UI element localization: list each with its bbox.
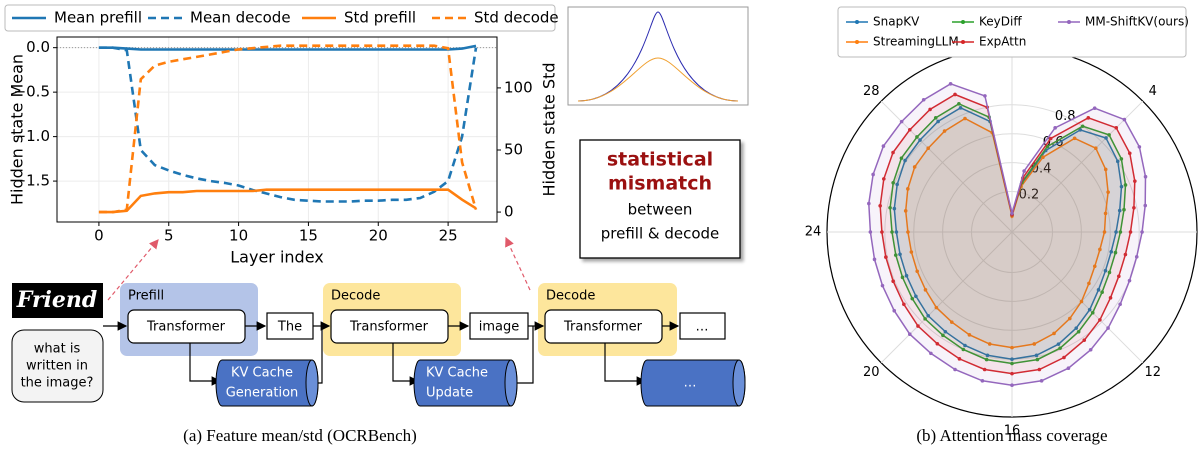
y2-tick-label: 100 xyxy=(504,78,533,96)
x-tick-label: 15 xyxy=(299,227,318,245)
pipeline: Friend what is written in the image? Pre… xyxy=(12,238,745,406)
legend-label: Std decode xyxy=(474,9,559,27)
point xyxy=(1089,348,1093,352)
figure: statistical mismatch between prefill & d… xyxy=(0,0,1198,450)
x-tick-label: 0 xyxy=(94,227,104,245)
cache-label: Update xyxy=(426,386,473,401)
point xyxy=(871,173,875,177)
legend-swatch xyxy=(961,20,965,24)
point xyxy=(869,230,873,234)
point xyxy=(949,82,953,86)
legend-swatch xyxy=(855,40,859,44)
theta-tick-label: 4 xyxy=(1149,84,1157,99)
point xyxy=(900,120,904,124)
point xyxy=(1143,204,1147,208)
caption: (a) Feature mean/std (OCRBench) xyxy=(183,426,417,445)
x-axis-label: Layer index xyxy=(230,248,323,267)
legend-swatch xyxy=(961,40,965,44)
series-area xyxy=(869,84,1146,385)
point xyxy=(1040,379,1044,383)
point xyxy=(922,98,926,102)
point xyxy=(953,368,957,372)
x-tick-label: 5 xyxy=(164,227,174,245)
image-text: Friend xyxy=(16,287,98,313)
point xyxy=(1010,383,1014,387)
point xyxy=(1140,230,1144,234)
legend-label: Mean prefill xyxy=(54,9,142,27)
series-line xyxy=(99,48,476,202)
point xyxy=(1053,126,1057,130)
callout-headline: statistical xyxy=(607,149,713,171)
cache-label: Generation xyxy=(226,386,299,401)
point xyxy=(1118,302,1122,306)
token: … xyxy=(696,320,709,335)
stage-label: Decode xyxy=(546,289,595,304)
point xyxy=(1144,175,1148,179)
theta-tick-label: 20 xyxy=(863,365,880,380)
callout-headline: mismatch xyxy=(608,173,712,195)
point xyxy=(867,202,871,206)
y-axis-label: Hidden state Mean xyxy=(8,54,27,205)
point xyxy=(1138,145,1142,149)
point xyxy=(981,379,985,383)
point xyxy=(1106,326,1110,330)
legend-label: StreamingLLM xyxy=(873,35,959,49)
stage-label: Decode xyxy=(331,289,380,304)
cache-label: KV Cache xyxy=(231,366,293,381)
callout-body: between xyxy=(628,201,693,219)
legend-swatch xyxy=(855,20,859,24)
question: the image? xyxy=(21,376,94,391)
theta-tick-label: 12 xyxy=(1144,365,1161,380)
y2-tick-label: 50 xyxy=(504,140,523,158)
question: what is xyxy=(34,342,81,357)
point xyxy=(1123,118,1127,122)
point xyxy=(892,309,896,313)
point xyxy=(983,94,987,98)
point xyxy=(1010,211,1014,215)
theta-tick-label: 16 xyxy=(1004,424,1021,439)
legend-label: SnapKV xyxy=(873,15,920,29)
block: Transformer xyxy=(563,320,643,335)
y2-axis-label: Hidden state Std xyxy=(540,62,559,196)
legend-label: MM-ShiftKV(ours) xyxy=(1085,15,1189,29)
callout-body: prefill & decode xyxy=(601,225,720,243)
x-tick-label: 10 xyxy=(229,227,248,245)
point xyxy=(873,258,877,262)
legend-label: Std prefill xyxy=(344,9,416,27)
stage-label: Prefill xyxy=(128,289,164,304)
point xyxy=(881,284,885,288)
x-tick-label: 20 xyxy=(369,227,388,245)
theta-tick-label: 24 xyxy=(805,225,822,240)
cache-label: … xyxy=(684,376,697,391)
cache-label: KV Cache xyxy=(426,366,488,381)
legend-swatch xyxy=(1067,20,1071,24)
series-line xyxy=(99,46,476,212)
x-tick-label: 25 xyxy=(439,227,458,245)
point xyxy=(1093,106,1097,110)
theta-tick-label: 28 xyxy=(863,84,880,99)
legend-label: ExpAttn xyxy=(979,35,1026,49)
series-line xyxy=(99,190,476,212)
y-tick-label: 0.0 xyxy=(26,38,50,56)
block: Transformer xyxy=(146,320,226,335)
point xyxy=(908,332,912,336)
block: Transformer xyxy=(349,320,429,335)
point xyxy=(1067,366,1071,370)
point xyxy=(1128,279,1132,283)
legend-label: Mean decode xyxy=(190,9,291,27)
point xyxy=(882,144,886,148)
point xyxy=(1022,169,1026,173)
token: image xyxy=(479,320,520,335)
question: written in xyxy=(26,359,88,374)
token: The xyxy=(277,320,302,335)
distribution-inset xyxy=(568,7,748,105)
y2-tick-label: 0 xyxy=(504,203,514,221)
legend-label: KeyDiff xyxy=(979,15,1022,29)
point xyxy=(929,352,933,356)
point xyxy=(1135,255,1139,259)
callout: statistical mismatch between prefill & d… xyxy=(580,140,740,258)
